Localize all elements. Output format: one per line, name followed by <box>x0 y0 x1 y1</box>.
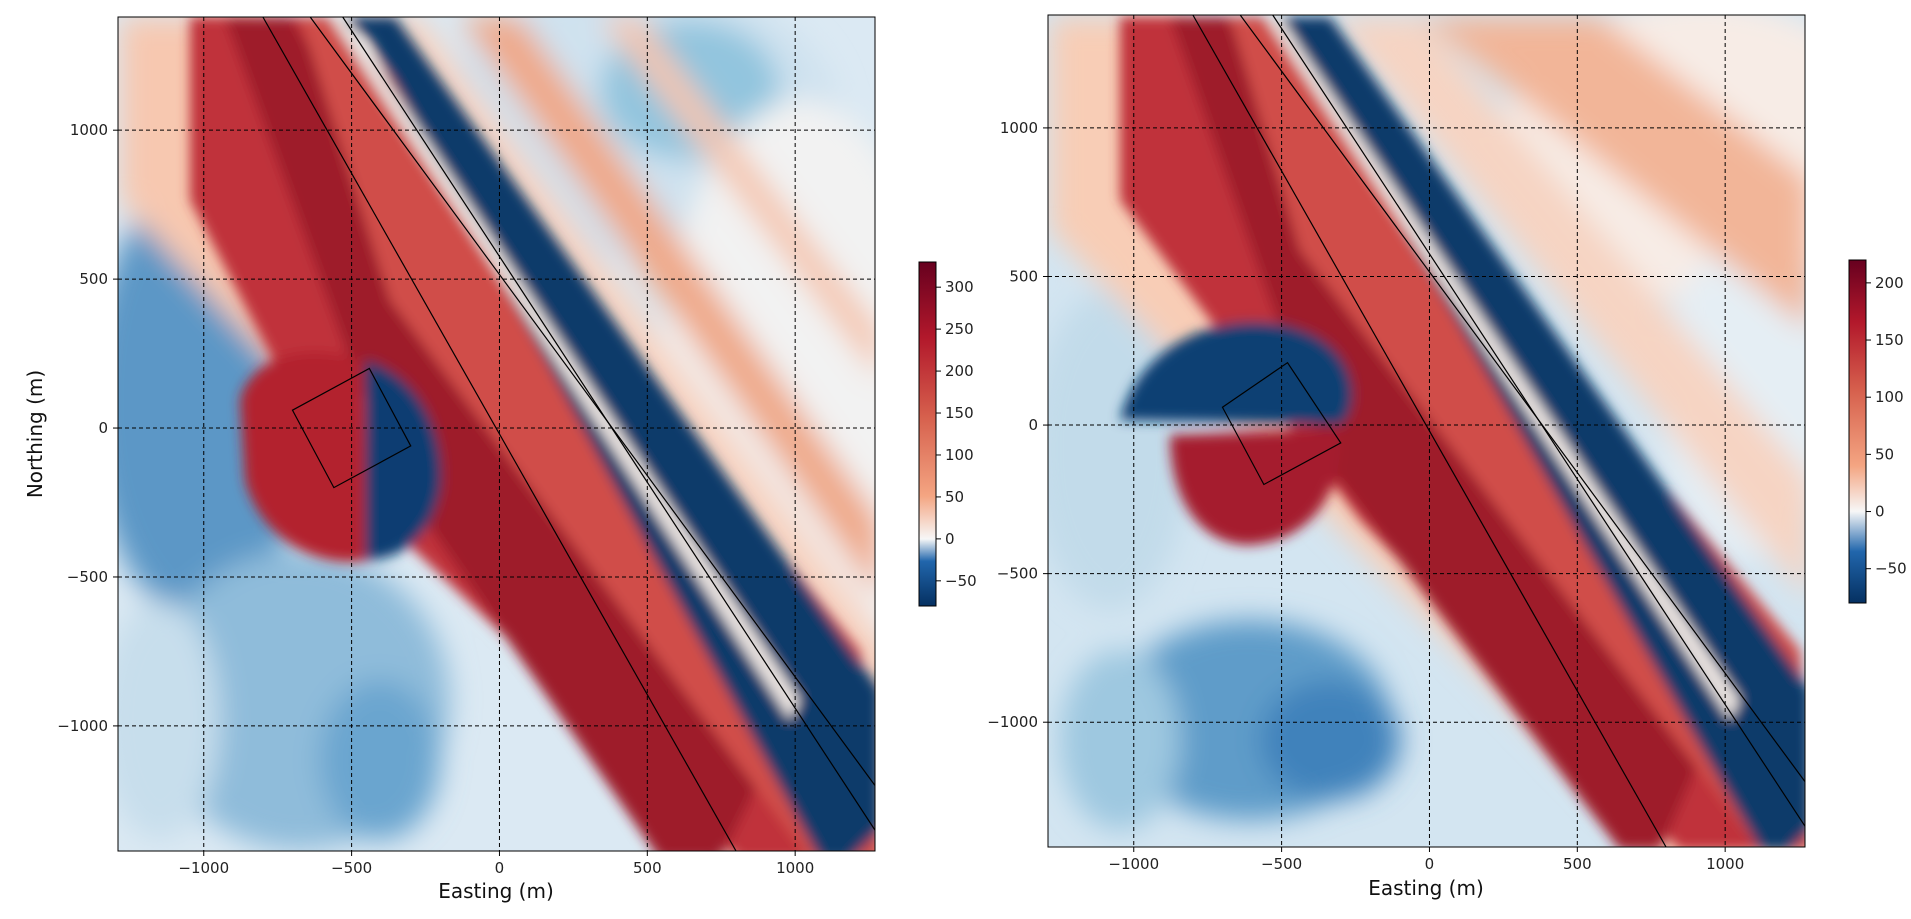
plot-frame-right <box>1047 14 1806 848</box>
colorbar-tick-label: 150 <box>945 404 974 422</box>
colorbar-tick-label: 100 <box>1875 388 1904 406</box>
x-tick-label: 500 <box>1563 855 1592 873</box>
colorbar-ticks-left: 300 250 200 150 100 50 0 −50 <box>936 278 977 590</box>
heatmap-right <box>1048 15 1805 847</box>
y-tick-label: −1000 <box>57 717 108 735</box>
y-tick-label: 500 <box>1009 267 1038 285</box>
structure-outlines-right <box>1192 15 1805 847</box>
y-tick-label: 1000 <box>1000 119 1038 137</box>
x-tick-label: 500 <box>633 859 662 877</box>
colorbar-tick-label: 100 <box>945 446 974 464</box>
x-tick-label: −500 <box>331 859 372 877</box>
fault-line <box>262 17 737 851</box>
y-tick-label: 500 <box>79 270 108 288</box>
colorbar-tick-label: −50 <box>1875 560 1907 578</box>
x-axis-ticks-right: −1000 −500 0 500 1000 <box>1108 847 1744 873</box>
x-axis-label-right: Easting (m) <box>1368 876 1484 900</box>
y-tick-label: −1000 <box>987 713 1038 731</box>
x-axis-label-left: Easting (m) <box>438 879 554 903</box>
structure-outlines-left <box>262 17 875 851</box>
colorbar-tick-label: 0 <box>1875 503 1885 521</box>
colorbar-tick-label: 200 <box>945 362 974 380</box>
x-tick-label: −500 <box>1261 855 1302 873</box>
y-tick-label: 1000 <box>70 121 108 139</box>
y-axis-ticks-right: −1000 −500 0 500 1000 <box>987 119 1048 731</box>
x-tick-label: 1000 <box>1706 855 1744 873</box>
colorbar-tick-label: 50 <box>945 488 964 506</box>
block-outline <box>1221 361 1342 486</box>
heatmap-left <box>118 17 875 851</box>
y-axis-ticks-left: −1000 −500 0 500 1000 <box>57 121 118 735</box>
colorbar-tick-label: 0 <box>945 530 955 548</box>
colorbar-tick-label: 200 <box>1875 274 1904 292</box>
block-outline <box>291 367 412 489</box>
fault-line <box>1272 15 1805 827</box>
colorbar-ticks-right: 200 150 100 50 0 −50 <box>1866 274 1907 578</box>
y-axis-label-left: Northing (m) <box>23 370 47 498</box>
y-tick-label: 0 <box>98 419 108 437</box>
fault-line <box>1192 15 1667 847</box>
colorbar-tick-label: −50 <box>945 572 977 590</box>
x-tick-label: −1000 <box>178 859 229 877</box>
x-axis-ticks-left: −1000 −500 0 500 1000 <box>178 851 814 877</box>
fault-line <box>309 17 875 786</box>
fault-line <box>1239 15 1805 782</box>
fault-line <box>342 17 875 831</box>
y-tick-label: −500 <box>67 568 108 586</box>
x-tick-label: −1000 <box>1108 855 1159 873</box>
x-tick-label: 1000 <box>776 859 814 877</box>
colorbar-tick-label: 150 <box>1875 331 1904 349</box>
y-tick-label: −500 <box>997 565 1038 583</box>
colorbar-left <box>918 261 937 607</box>
colorbar-tick-label: 50 <box>1875 445 1894 463</box>
colorbar-tick-label: 250 <box>945 320 974 338</box>
colorbar-right <box>1848 259 1867 604</box>
colorbar-tick-label: 300 <box>945 278 974 296</box>
y-tick-label: 0 <box>1028 416 1038 434</box>
plot-frame-left <box>117 16 876 852</box>
x-tick-label: 0 <box>495 859 505 877</box>
x-tick-label: 0 <box>1425 855 1435 873</box>
